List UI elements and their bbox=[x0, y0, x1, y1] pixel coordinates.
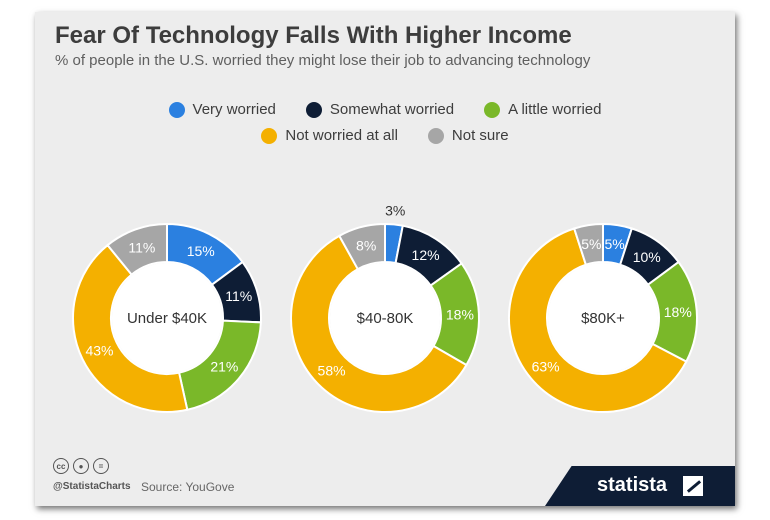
legend-item: A little worried bbox=[484, 101, 601, 118]
donut-center-label: $40-80K bbox=[357, 310, 414, 327]
slice-label: 10% bbox=[633, 249, 661, 265]
donut-slice bbox=[337, 222, 386, 271]
brand-text: statista bbox=[597, 474, 668, 496]
legend-item: Not worried at all bbox=[261, 127, 398, 144]
donut-hole bbox=[548, 263, 658, 373]
donut-charts: 15% 11% 21% 43% 11% Under $40K 3% 12% 18% 58% 8% $4… bbox=[72, 202, 698, 413]
slice-label: 21% bbox=[210, 358, 238, 374]
statista-logo[interactable]: statista bbox=[545, 466, 735, 506]
slice-label: 58% bbox=[318, 363, 346, 379]
slice-label: 63% bbox=[532, 358, 560, 374]
donut-slice bbox=[290, 234, 468, 413]
legend-swatch bbox=[305, 101, 322, 118]
donut-slice bbox=[572, 222, 604, 266]
donut-center-label: $80K+ bbox=[581, 310, 625, 327]
legend-swatch bbox=[261, 127, 278, 144]
source-note: Source: YouGove bbox=[141, 480, 235, 494]
legend-swatch bbox=[427, 127, 444, 144]
legend-row-2: Not worried at all Not sure bbox=[35, 127, 735, 144]
donut-slice bbox=[508, 227, 688, 413]
slice-label: 43% bbox=[85, 343, 113, 359]
statista-mark-icon bbox=[683, 476, 703, 496]
donut-slice bbox=[72, 243, 189, 413]
slice-label: 18% bbox=[446, 306, 474, 322]
legend-item: Very worried bbox=[168, 101, 276, 118]
legend-row-1: Very worried Somewhat worried A little w… bbox=[35, 101, 735, 118]
legend-swatch bbox=[168, 101, 185, 118]
legend-label: Somewhat worried bbox=[329, 101, 455, 118]
donut-hole bbox=[112, 263, 222, 373]
slice-label: 11% bbox=[225, 288, 252, 304]
legend-label: A little worried bbox=[508, 101, 602, 118]
legend-item: Somewhat worried bbox=[305, 101, 455, 118]
cc-icon: cc bbox=[53, 458, 69, 474]
slice-label: 5% bbox=[605, 236, 625, 252]
legend-swatch bbox=[484, 101, 501, 118]
by-icon: ● bbox=[73, 458, 89, 474]
license-icons: cc ● = bbox=[53, 458, 109, 474]
slice-label: 3% bbox=[385, 202, 405, 218]
legend-label: Very worried bbox=[192, 101, 276, 118]
footer: cc ● = @StatistaCharts Source: YouGove s… bbox=[35, 452, 735, 506]
statista-handle: @StatistaCharts bbox=[53, 481, 131, 492]
slice-label: 8% bbox=[356, 237, 376, 253]
slice-label: 18% bbox=[664, 304, 692, 320]
slice-label: 5% bbox=[581, 236, 601, 252]
donut-center-label: Under $40K bbox=[127, 310, 207, 327]
legend-label: Not sure bbox=[451, 127, 509, 144]
legend-label: Not worried at all bbox=[285, 127, 398, 144]
slice-label: 11% bbox=[128, 239, 155, 255]
slice-label: 15% bbox=[187, 243, 215, 259]
chart-card: Fear Of Technology Falls With Higher Inc… bbox=[35, 12, 735, 506]
chart-title: Fear Of Technology Falls With Higher Inc… bbox=[55, 22, 572, 49]
nd-icon: = bbox=[93, 458, 109, 474]
slice-label: 12% bbox=[412, 247, 440, 263]
legend-item: Not sure bbox=[427, 127, 509, 144]
donut-hole bbox=[330, 263, 440, 373]
donut-slice bbox=[106, 222, 168, 277]
chart-subtitle: % of people in the U.S. worried they mig… bbox=[55, 52, 591, 69]
